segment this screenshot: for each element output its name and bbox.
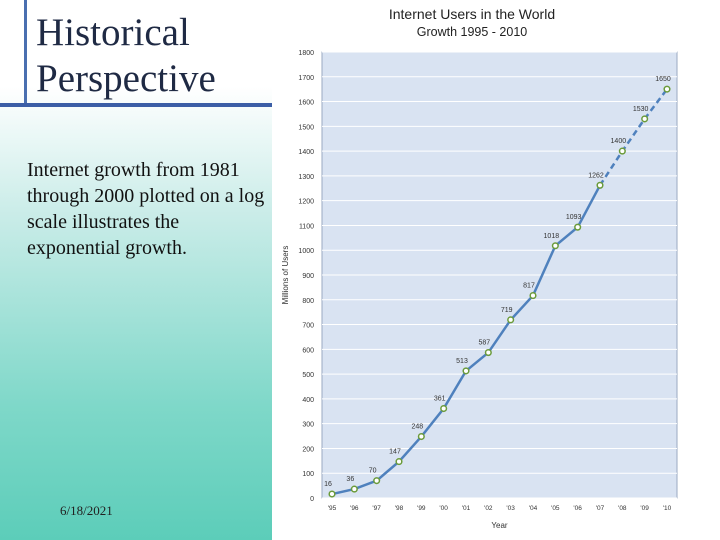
y-tick-label: 200 (302, 446, 314, 453)
y-tick-label: 1300 (298, 174, 314, 181)
y-tick-label: 1600 (298, 100, 314, 107)
y-tick-label: 1700 (298, 75, 314, 82)
line-chart: 0 100 200 300 400 500 600 700 800 900 1000 1100 1200… (281, 50, 678, 530)
x-tick-label: '97 (372, 505, 381, 512)
data-point (373, 477, 381, 485)
y-tick-label: 1200 (298, 199, 314, 206)
y-tick-label: 800 (302, 298, 314, 305)
x-tick-label: '10 (663, 505, 672, 512)
data-point (417, 433, 425, 441)
x-tick-label: '06 (573, 505, 582, 512)
data-label: 361 (434, 396, 446, 403)
y-tick-label: 600 (302, 347, 314, 354)
data-point (596, 181, 604, 189)
series-line-projected (598, 88, 668, 186)
y-tick-label: 500 (302, 372, 314, 379)
data-point (350, 485, 358, 493)
y-tick-label: 300 (302, 422, 314, 429)
data-point (328, 490, 336, 498)
chart-panel: Internet Users in the World Growth 1995 … (272, 0, 720, 540)
x-tick-label: '04 (529, 505, 538, 512)
data-label: 1093 (566, 214, 582, 221)
data-label: 1530 (633, 106, 649, 113)
data-point (440, 405, 448, 413)
data-label: 1262 (588, 172, 604, 179)
title-accent-bar (24, 0, 282, 106)
data-point (551, 242, 559, 250)
data-label: 16 (324, 481, 332, 488)
y-tick-label: 1500 (298, 124, 314, 131)
data-label: 1018 (544, 233, 560, 240)
slide-body-text: Internet growth from 1981 through 2000 p… (27, 159, 265, 259)
y-tick-label: 0 (310, 496, 314, 503)
data-label: 147 (389, 449, 401, 456)
data-point (395, 458, 403, 466)
x-tick-label: '95 (328, 505, 337, 512)
y-tick-label: 900 (302, 273, 314, 280)
slide-title: Historical Perspective (36, 11, 216, 100)
x-tick-label: '03 (506, 505, 515, 512)
chart-subtitle: Growth 1995 - 2010 (416, 25, 528, 39)
data-label: 36 (346, 476, 354, 483)
y-tick-label: 400 (302, 397, 314, 404)
x-tick-label: '98 (395, 505, 404, 512)
y-tick-label: 700 (302, 323, 314, 330)
x-tick-label: '01 (462, 505, 471, 512)
data-point (484, 349, 492, 357)
y-tick-label: 1100 (299, 223, 314, 230)
y-tick-label: 1400 (298, 149, 314, 156)
x-tick-label: '96 (350, 505, 359, 512)
data-point (507, 316, 515, 324)
chart-title: Internet Users in the World (388, 6, 556, 22)
data-label: 1400 (611, 138, 627, 145)
x-tick-label: '05 (551, 505, 560, 512)
title-rule (0, 103, 280, 107)
x-tick-label: '09 (640, 505, 649, 512)
data-point (574, 223, 582, 231)
data-label: 719 (501, 307, 513, 314)
data-label: 1650 (655, 76, 671, 83)
x-tick-label: '99 (417, 505, 426, 512)
x-tick-label: '07 (596, 505, 605, 512)
data-point (462, 367, 470, 375)
y-tick-label: 1800 (298, 50, 314, 57)
data-label: 248 (411, 424, 423, 431)
data-point (663, 85, 671, 93)
data-label: 70 (369, 468, 377, 475)
data-point (641, 115, 649, 123)
x-axis-label: Year (491, 521, 508, 530)
data-point (618, 147, 626, 155)
x-tick-label: '02 (484, 505, 493, 512)
slide-date: 6/18/2021 (60, 503, 113, 518)
y-tick-label: 100 (302, 471, 314, 478)
y-axis-label: Millions of Users (281, 246, 290, 305)
data-label: 817 (523, 283, 535, 290)
data-label: 513 (456, 358, 468, 365)
y-tick-label: 1000 (298, 248, 314, 255)
data-label: 587 (478, 340, 490, 347)
x-tick-label: '08 (618, 505, 627, 512)
data-point (529, 292, 537, 300)
x-tick-label: '00 (439, 505, 448, 512)
